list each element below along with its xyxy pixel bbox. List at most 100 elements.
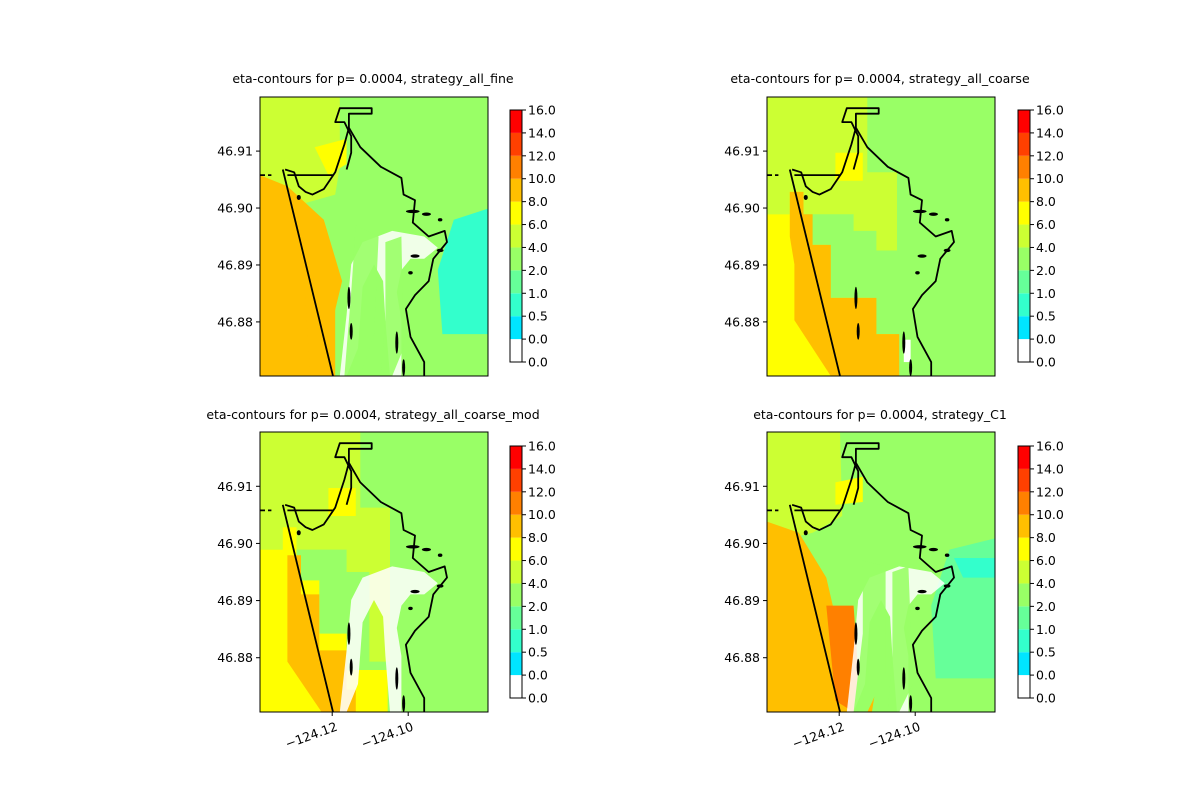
island-marker [402, 359, 406, 376]
dry-region [903, 339, 911, 363]
colorbar-level [510, 132, 522, 156]
colorbar-level [1018, 270, 1030, 294]
island-marker [909, 359, 913, 376]
colorbar-frame [1017, 445, 1031, 699]
y-tick-label: 46.91 [724, 144, 760, 159]
colorbar-level [1018, 675, 1030, 698]
colorbar: 0.0 0.0 0.5 1.0 2.0 4.0 6.0 8.0 10.0 12.0 14.0 16.0 [509, 103, 556, 370]
colorbar-tick-label: 4.0 [528, 240, 548, 255]
colorbar-level [1018, 446, 1030, 469]
eta-field [260, 432, 488, 712]
colorbar-frame [509, 445, 523, 699]
panel-title: eta-contours for p= 0.0004, strategy_C1 [753, 407, 1007, 422]
colorbar-tick-label: 14.0 [1036, 125, 1064, 140]
y-tick-label: 46.88 [724, 650, 760, 665]
colorbar-level [510, 247, 522, 271]
island-marker [408, 606, 413, 611]
colorbar-tick-label: 0.0 [1036, 355, 1056, 370]
colorbar-level [1018, 652, 1030, 676]
contour-region [853, 560, 886, 712]
shoreline [334, 442, 448, 712]
island-marker [917, 254, 927, 258]
colorbar-tick-label: 0.5 [1036, 645, 1056, 660]
island-marker [943, 584, 951, 588]
y-tick-label: 46.88 [217, 650, 253, 665]
colorbar-level [1018, 110, 1030, 133]
colorbar-level [510, 537, 522, 561]
colorbar-level [1018, 247, 1030, 271]
colorbar-level [510, 491, 522, 515]
shoreline [841, 442, 955, 712]
colorbar-level [1018, 629, 1030, 653]
island-marker [349, 658, 353, 676]
island-marker [349, 322, 353, 340]
colorbar-tick-label: 10.0 [1036, 507, 1064, 522]
colorbar-frame [1017, 109, 1031, 363]
colorbar-level [510, 629, 522, 653]
bay-shoreline [284, 462, 350, 531]
colorbar-level [510, 514, 522, 538]
x-tick-label: −124.12 [283, 719, 339, 752]
island-marker [944, 553, 950, 557]
panel-title: eta-contours for p= 0.0004, strategy_all… [730, 71, 1030, 86]
island-marker [928, 547, 938, 552]
transect-line [281, 169, 334, 376]
colorbar-tick-label: 0.0 [528, 332, 548, 347]
colorbar-tick-label: 12.0 [528, 484, 556, 499]
colorbar-level [510, 560, 522, 584]
x-tick-label: −124.12 [790, 719, 846, 752]
island-marker [347, 622, 351, 645]
colorbar-tick-label: 16.0 [1036, 439, 1064, 454]
axes-frame [259, 431, 489, 713]
transect-line [788, 504, 841, 712]
colorbar-tick-label: 1.0 [528, 286, 548, 301]
y-tick-label: 46.90 [724, 536, 760, 551]
island-marker [854, 622, 858, 645]
panel-C1: eta-contours for p= 0.0004, strategy_C1 4… [724, 407, 1064, 751]
island-marker [928, 212, 938, 216]
colorbar-frame [509, 109, 523, 363]
colorbar: 0.0 0.0 0.5 1.0 2.0 4.0 6.0 8.0 10.0 12.0 14.0 16.0 [1017, 439, 1064, 706]
island-marker [912, 545, 927, 549]
axes-frame [259, 96, 489, 377]
colorbar-tick-label: 16.0 [1036, 103, 1064, 118]
island-marker [405, 209, 420, 214]
colorbar-level [1018, 606, 1030, 630]
island-marker [915, 606, 920, 611]
colorbar-level [510, 675, 522, 698]
colorbar-tick-label: 1.0 [1036, 286, 1056, 301]
colorbar-tick-label: 0.0 [1036, 691, 1056, 706]
island-marker [402, 695, 406, 712]
colorbar-level [1018, 293, 1030, 317]
colorbar-level [510, 652, 522, 676]
panel-all_fine: eta-contours for p= 0.0004, strategy_all… [217, 71, 556, 377]
colorbar-tick-label: 0.5 [1036, 309, 1056, 324]
y-tick-label: 46.90 [217, 201, 253, 216]
colorbar-level [1018, 155, 1030, 179]
axes-frame [766, 96, 996, 377]
island-marker [902, 667, 906, 690]
dry-region [339, 566, 438, 712]
island-marker [437, 553, 443, 557]
axes-frame [766, 431, 996, 713]
colorbar-tick-label: 14.0 [1036, 461, 1064, 476]
colorbar-tick-label: 2.0 [528, 263, 548, 278]
colorbar-tick-label: 0.5 [528, 309, 548, 324]
colorbar-tick-label: 16.0 [528, 439, 556, 454]
colorbar-level [510, 224, 522, 248]
island-marker [915, 271, 920, 275]
colorbar-tick-label: 0.0 [1036, 668, 1056, 683]
colorbar-level [510, 178, 522, 202]
colorbar-tick-label: 4.0 [528, 576, 548, 591]
colorbar-tick-label: 10.0 [1036, 171, 1064, 186]
colorbar-tick-label: 0.0 [528, 355, 548, 370]
y-tick-label: 46.89 [724, 593, 760, 608]
shoreline [841, 107, 955, 376]
contour-region [344, 225, 379, 376]
colorbar-level [1018, 224, 1030, 248]
y-tick-label: 46.90 [724, 201, 760, 216]
island-marker [856, 322, 860, 340]
shoreline [334, 107, 448, 376]
colorbar-tick-label: 8.0 [1036, 194, 1056, 209]
